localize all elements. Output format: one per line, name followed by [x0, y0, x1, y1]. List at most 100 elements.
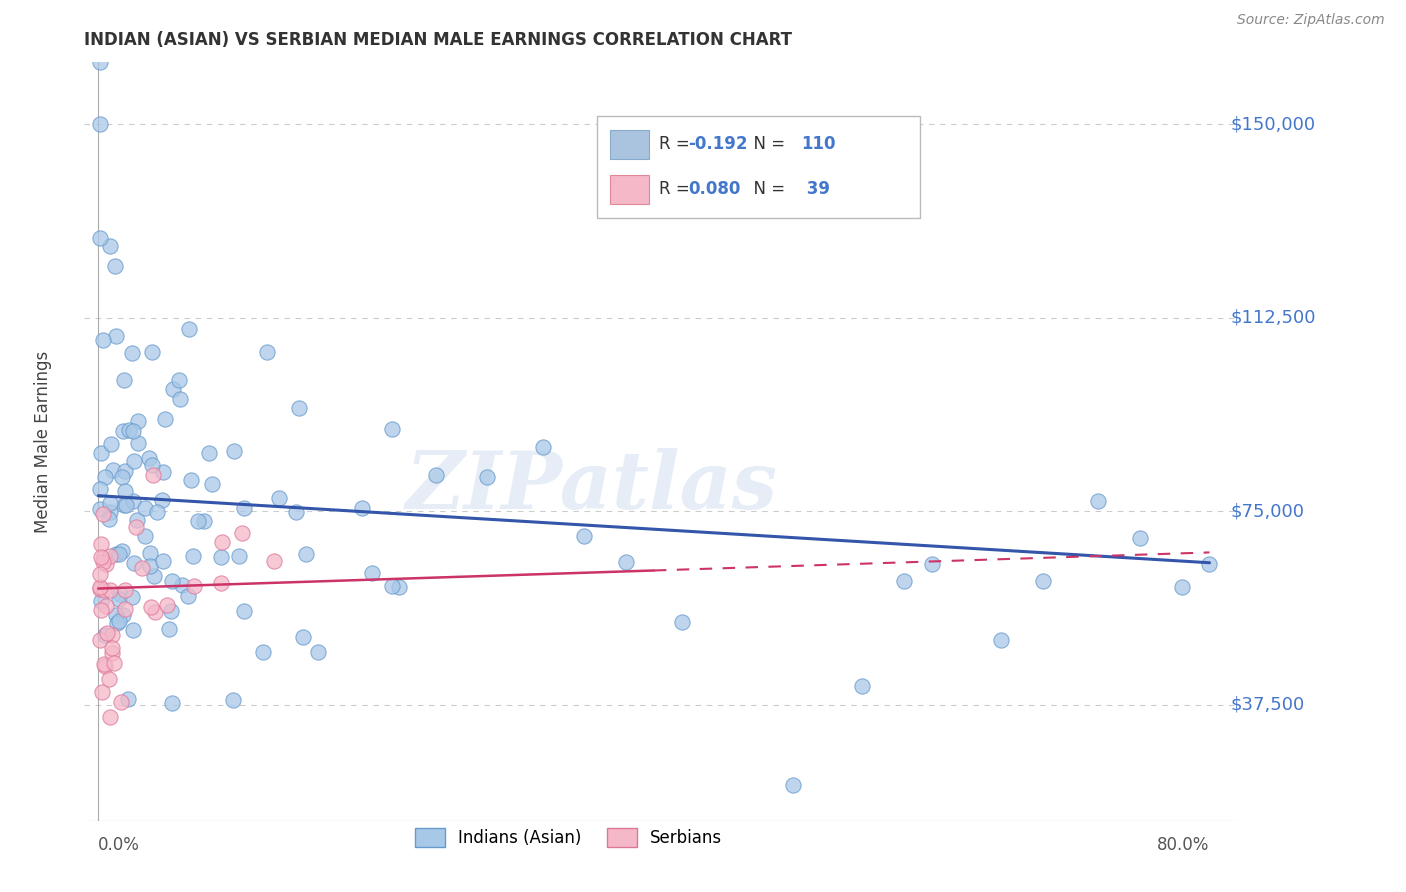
Text: N =: N =	[742, 136, 790, 153]
Point	[531, 441, 554, 455]
Point	[114, 464, 136, 478]
Point	[122, 623, 145, 637]
Point	[89, 117, 111, 131]
Point	[170, 578, 193, 592]
Point	[287, 401, 309, 415]
Point	[96, 625, 118, 640]
Point	[100, 238, 122, 252]
Point	[614, 555, 637, 569]
Point	[231, 526, 253, 541]
Point	[252, 645, 274, 659]
Point	[295, 547, 318, 561]
Point	[89, 231, 111, 245]
Point	[127, 414, 149, 428]
Point	[1087, 494, 1109, 508]
Point	[112, 608, 135, 623]
Point	[122, 556, 145, 570]
Point	[671, 615, 693, 629]
Text: Source: ZipAtlas.com: Source: ZipAtlas.com	[1237, 13, 1385, 28]
Point	[187, 514, 209, 528]
Text: 110: 110	[801, 136, 835, 153]
Point	[574, 529, 596, 543]
Point	[209, 576, 232, 591]
Point	[263, 554, 285, 568]
Point	[180, 473, 202, 487]
Point	[98, 672, 121, 686]
Point	[98, 549, 121, 564]
Point	[91, 551, 114, 566]
Point	[233, 604, 256, 618]
Point	[127, 435, 149, 450]
Point	[1129, 531, 1152, 545]
Point	[89, 501, 111, 516]
Text: -0.192: -0.192	[688, 136, 748, 153]
Point	[94, 599, 117, 614]
Point	[134, 500, 156, 515]
Point	[211, 534, 233, 549]
Point	[115, 498, 138, 512]
Point	[108, 587, 131, 601]
Point	[233, 501, 256, 516]
Point	[157, 622, 180, 636]
Point	[90, 549, 112, 564]
Point	[388, 580, 411, 594]
Point	[201, 477, 224, 491]
Point	[152, 465, 174, 479]
Point	[127, 513, 149, 527]
Point	[782, 778, 804, 792]
Text: $37,500: $37,500	[1230, 696, 1305, 714]
Point	[134, 529, 156, 543]
Point	[921, 557, 943, 571]
Point	[142, 468, 165, 483]
Point	[91, 507, 114, 521]
Point	[93, 469, 115, 483]
Point	[122, 494, 145, 508]
Point	[112, 372, 135, 386]
Point	[90, 594, 112, 608]
Text: ZIPatlas: ZIPatlas	[405, 449, 778, 525]
Point	[100, 505, 122, 519]
Point	[93, 657, 115, 672]
Point	[103, 463, 125, 477]
Point	[90, 537, 112, 551]
Point	[267, 491, 290, 506]
Point	[177, 589, 200, 603]
Point	[284, 505, 307, 519]
Point	[425, 467, 447, 482]
Point	[89, 55, 111, 70]
Bar	[610, 130, 650, 159]
Text: Median Male Earnings: Median Male Earnings	[34, 351, 52, 533]
Point	[93, 583, 115, 598]
Point	[111, 544, 134, 558]
Text: N =: N =	[742, 180, 790, 198]
Point	[114, 602, 136, 616]
Point	[156, 598, 179, 612]
Point	[112, 424, 135, 438]
Point	[181, 549, 204, 563]
Point	[89, 582, 111, 596]
Text: INDIAN (ASIAN) VS SERBIAN MEDIAN MALE EARNINGS CORRELATION CHART: INDIAN (ASIAN) VS SERBIAN MEDIAN MALE EA…	[84, 31, 793, 49]
Point	[89, 483, 111, 497]
Point	[153, 412, 176, 426]
Text: R =: R =	[659, 136, 695, 153]
Point	[101, 640, 124, 655]
Point	[112, 499, 135, 513]
Point	[122, 424, 145, 438]
Point	[381, 422, 404, 436]
Point	[138, 451, 160, 466]
Point	[893, 574, 915, 588]
FancyBboxPatch shape	[598, 115, 921, 218]
Point	[90, 603, 112, 617]
Point	[141, 458, 163, 473]
Point	[125, 520, 148, 534]
Point	[105, 329, 128, 343]
Point	[360, 566, 382, 581]
Point	[101, 646, 124, 660]
Point	[222, 443, 245, 458]
Point	[1170, 580, 1192, 594]
Point	[91, 555, 114, 569]
Point	[121, 590, 143, 604]
Point	[114, 583, 136, 598]
Point	[222, 693, 245, 707]
Point	[851, 679, 873, 693]
